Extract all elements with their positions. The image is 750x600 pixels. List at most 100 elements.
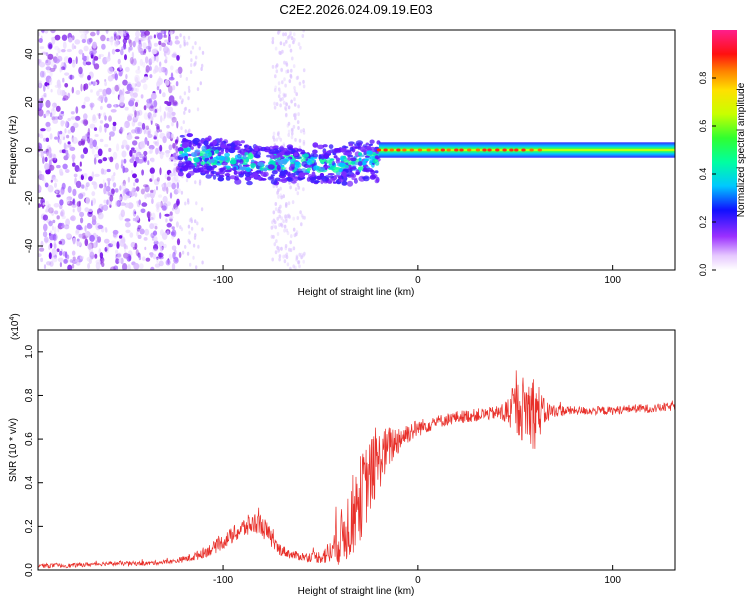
heatmap-noise-cell <box>175 35 179 40</box>
spectrogram-y-tick-label: -20 <box>24 190 35 205</box>
heatmap-noise-cell <box>295 92 299 97</box>
heatmap-signal-cell <box>177 171 184 177</box>
heatmap-noise-cell <box>194 180 197 185</box>
heatmap-noise-cell <box>285 255 289 260</box>
heatmap-noise-cell <box>119 126 123 135</box>
heatmap-noise-cell <box>102 204 109 211</box>
heatmap-signal-cell <box>333 155 338 159</box>
heatmap-noise-cell <box>82 60 88 66</box>
heatmap-noise-cell <box>194 62 197 66</box>
heatmap-noise-cell <box>45 66 52 71</box>
heatmap-noise-cell <box>166 186 169 195</box>
heatmap-noise-cell <box>122 189 126 197</box>
heatmap-noise-cell <box>79 211 85 218</box>
heatmap-noise-cell <box>286 231 290 236</box>
heatmap-signal-cell <box>362 175 370 182</box>
heatmap-noise-cell <box>45 59 49 64</box>
heatmap-noise-cell <box>80 174 84 181</box>
heatmap-noise-cell <box>175 145 179 154</box>
colorbar-tick-label: 0.0 <box>698 264 708 277</box>
heatmap-noise-cell <box>135 30 140 38</box>
heatmap-noise-cell <box>156 124 160 130</box>
heatmap-noise-cell <box>43 92 47 98</box>
heatmap-noise-cell <box>85 229 88 238</box>
heatmap-noise-cell <box>54 34 61 41</box>
heatmap-signal-cell <box>322 144 328 148</box>
heatmap-signal-cell <box>270 174 275 177</box>
heatmap-noise-cell <box>122 179 126 186</box>
heatmap-noise-cell <box>281 80 284 85</box>
heatmap-signal-cell <box>267 164 275 170</box>
heatmap-signal-cell <box>308 174 313 178</box>
heatmap-noise-cell <box>195 55 198 60</box>
heatmap-noise-cell <box>301 34 305 38</box>
spectrogram-y-tick-label: 0 <box>24 147 35 153</box>
heatmap-noise-cell <box>293 86 296 90</box>
heatmap-noise-cell <box>283 77 286 82</box>
heatmap-noise-cell <box>123 243 127 250</box>
heatmap-noise-cell <box>145 125 149 130</box>
heatmap-noise-cell <box>91 147 95 155</box>
heatmap-noise-cell <box>175 179 180 183</box>
heatmap-noise-cell <box>282 254 285 259</box>
heatmap-signal-cell <box>319 175 326 180</box>
heatmap-noise-cell <box>187 85 191 90</box>
heatmap-signal-cell <box>338 178 344 183</box>
heatmap-noise-cell <box>51 225 54 231</box>
heatmap-noise-cell <box>187 224 191 229</box>
heatmap-noise-cell <box>192 255 195 260</box>
heatmap-noise-cell <box>44 182 49 188</box>
heatmap-noise-cell <box>76 261 81 266</box>
heatmap-noise-cell <box>271 40 275 45</box>
heatmap-noise-cell <box>284 83 287 88</box>
heatmap-noise-cell <box>161 232 168 240</box>
heatmap-noise-cell <box>44 237 48 245</box>
heatmap-noise-cell <box>161 205 167 211</box>
heatmap-noise-cell <box>120 159 124 167</box>
heatmap-noise-cell <box>132 140 138 146</box>
heatmap-noise-cell <box>162 92 166 98</box>
heatmap-noise-cell <box>171 182 176 190</box>
heatmap-noise-cell <box>132 209 137 217</box>
heatmap-noise-cell <box>149 74 153 79</box>
heatmap-noise-cell <box>91 171 95 179</box>
heatmap-signal-cell <box>279 145 284 151</box>
heatmap-noise-cell <box>154 225 158 230</box>
heatmap-signal-cell <box>306 160 313 166</box>
heatmap-signal-cell <box>374 155 380 160</box>
heatmap-noise-cell <box>288 247 291 252</box>
heatmap-signal-cell <box>253 154 261 159</box>
heatmap-noise-cell <box>83 30 88 36</box>
heatmap-noise-cell <box>146 193 151 198</box>
heatmap-signal-cell <box>244 145 248 148</box>
heatmap-signal-cell <box>188 160 192 165</box>
heatmap-noise-cell <box>49 242 53 249</box>
heatmap-peak-cell <box>502 148 507 152</box>
heatmap-noise-cell <box>71 60 76 68</box>
heatmap-noise-cell <box>283 259 287 264</box>
heatmap-noise-cell <box>188 230 191 235</box>
heatmap-noise-cell <box>156 139 159 147</box>
heatmap-noise-cell <box>277 130 280 135</box>
heatmap-noise-cell <box>52 219 56 224</box>
heatmap-noise-cell <box>59 199 64 206</box>
heatmap-peak-cell <box>402 148 407 152</box>
heatmap-peak-cell <box>509 148 514 152</box>
heatmap-signal-cell <box>212 174 217 180</box>
heatmap-signal-cell <box>342 155 346 158</box>
heatmap-noise-cell <box>299 45 302 50</box>
heatmap-noise-cell <box>137 121 143 127</box>
heatmap-noise-cell <box>123 123 127 128</box>
heatmap-noise-cell <box>45 99 51 108</box>
heatmap-signal-cell <box>313 165 320 171</box>
heatmap-noise-cell <box>103 199 107 204</box>
heatmap-noise-cell <box>61 62 64 67</box>
snr-y-tick-label: 0.0 <box>24 563 35 577</box>
heatmap-noise-cell <box>104 96 108 103</box>
heatmap-noise-cell <box>293 37 296 42</box>
heatmap-noise-cell <box>168 76 175 81</box>
heatmap-noise-cell <box>60 132 66 141</box>
spectrogram-x-label: Height of straight line (km) <box>298 287 415 298</box>
heatmap-noise-cell <box>107 243 114 248</box>
heatmap-noise-cell <box>165 259 171 266</box>
